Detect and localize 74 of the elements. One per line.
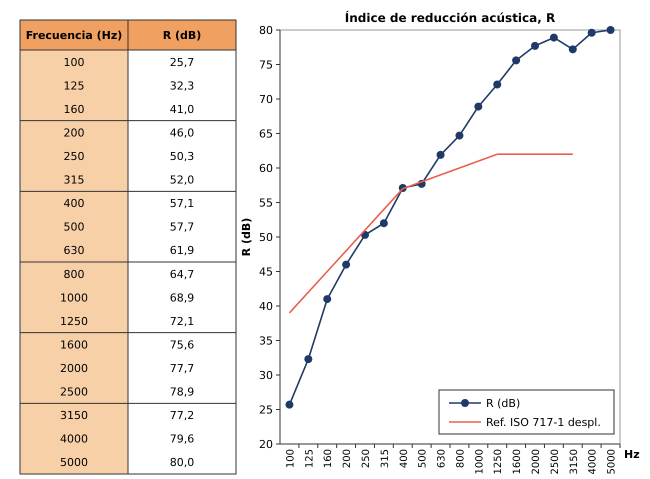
x-tick-label: 2000	[531, 449, 542, 474]
category-label: 2500	[60, 386, 88, 399]
text: 25,7	[170, 56, 194, 69]
y-tick-label: 70	[259, 93, 273, 106]
legend-label: Ref. ISO 717-1 despl.	[486, 416, 601, 429]
y-tick-label: 50	[259, 231, 273, 244]
x-tick-label: 5000	[606, 449, 618, 474]
x-tick-label: 2500	[550, 449, 561, 474]
text: R (dB)	[162, 29, 202, 42]
text: 57,7	[170, 220, 194, 234]
text: 57,1	[170, 197, 194, 210]
x-tick-label: 250	[361, 449, 372, 468]
text: 32,3	[170, 79, 194, 92]
text: 50,3	[170, 150, 194, 163]
category-label: 4000	[60, 432, 88, 446]
x-tick-label: 160	[323, 449, 334, 468]
x-tick-label: 4000	[588, 449, 599, 474]
text: 77,7	[170, 362, 194, 375]
text: 78,9	[170, 386, 194, 399]
y-tick-label: 75	[259, 58, 273, 72]
legend-label: R (dB)	[486, 397, 520, 410]
line-series	[288, 153, 574, 314]
category-label: 100	[64, 56, 84, 69]
category-label: 400	[64, 197, 84, 210]
text: 68,9	[170, 291, 194, 304]
y-tick-label: 45	[259, 266, 273, 278]
category-label: 800	[64, 268, 84, 281]
category-label: 125	[64, 79, 84, 92]
y-tick-label: 65	[259, 128, 273, 140]
x-tick-label: 800	[455, 449, 466, 468]
x-tick-label: 1250	[493, 449, 504, 474]
text: 75,6	[170, 338, 194, 352]
y-tick-label: 35	[259, 334, 273, 348]
category-label: 630	[64, 244, 84, 258]
category-label: 1250	[60, 314, 88, 328]
y-tick-label: 60	[259, 162, 273, 175]
x-tick-label: 400	[398, 449, 410, 468]
category-label: 2000	[60, 362, 88, 375]
x-tick-label: 125	[304, 449, 316, 468]
x-tick-label: 1000	[474, 449, 486, 474]
category-label: 315	[64, 174, 84, 187]
category-label: 160	[64, 102, 84, 116]
text: 41,0	[170, 102, 194, 116]
y-axis-title: R (dB)	[240, 218, 253, 256]
x-tick-label: 315	[380, 449, 391, 468]
y-tick-label: 40	[259, 300, 273, 313]
text: 72,1	[170, 314, 194, 328]
category-label: 1600	[60, 338, 88, 352]
category-label: 200	[64, 126, 84, 140]
y-tick-label: 25	[259, 404, 273, 416]
y-tick-label: 55	[259, 196, 273, 210]
category-label: 3150	[60, 409, 88, 422]
x-tick-label: 3150	[568, 449, 580, 474]
y-tick-label: 30	[259, 369, 273, 382]
text: Frecuencia (Hz)	[26, 29, 122, 42]
x-tick-label: 630	[436, 449, 448, 468]
text: 64,7	[170, 268, 194, 281]
x-tick-label: 1600	[512, 449, 524, 474]
chart-title: Índice de reducción acústica, R	[344, 10, 556, 25]
text: 80,0	[170, 456, 194, 470]
x-axis-title: Hz	[624, 448, 640, 461]
y-tick-label: 80	[259, 24, 273, 37]
text: 79,6	[170, 432, 194, 446]
category-label: 250	[64, 150, 84, 163]
category-label: 1000	[60, 291, 88, 304]
y-tick-label: 20	[259, 438, 273, 451]
text: 77,2	[170, 409, 194, 422]
x-tick-label: 200	[342, 449, 354, 468]
text: 52,0	[170, 174, 194, 187]
x-tick-label: 100	[285, 449, 296, 468]
text: 46,0	[170, 126, 194, 140]
x-tick-label: 500	[418, 449, 429, 468]
text: 61,9	[170, 244, 194, 258]
category-label: 500	[64, 220, 84, 234]
